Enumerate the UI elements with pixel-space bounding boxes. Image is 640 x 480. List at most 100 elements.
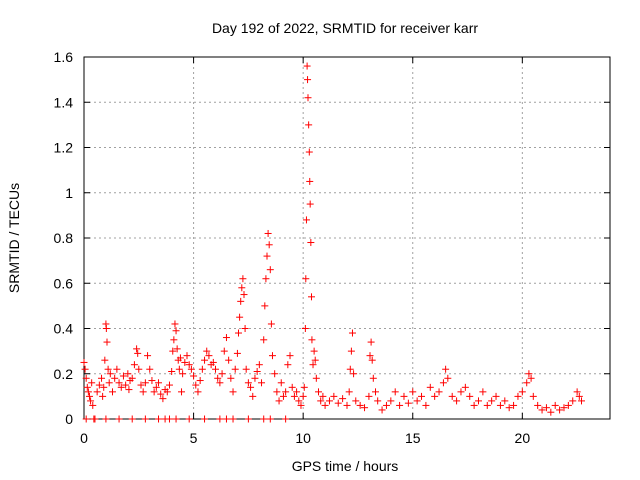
data-point bbox=[330, 392, 338, 400]
data-point bbox=[247, 383, 255, 391]
data-point bbox=[518, 388, 526, 396]
y-tick-label: 0 bbox=[65, 411, 73, 427]
data-point bbox=[308, 336, 316, 344]
x-tick-label: 0 bbox=[80, 430, 88, 446]
data-point bbox=[265, 241, 273, 249]
data-point bbox=[201, 415, 209, 423]
data-point bbox=[569, 397, 577, 405]
data-point bbox=[175, 365, 183, 373]
data-point bbox=[361, 404, 369, 412]
data-point bbox=[479, 388, 487, 396]
data-point bbox=[347, 347, 355, 355]
grid-layer bbox=[84, 57, 610, 419]
data-markers bbox=[80, 62, 586, 423]
data-point bbox=[146, 365, 154, 373]
x-tick-label: 15 bbox=[405, 430, 421, 446]
data-point bbox=[366, 352, 374, 360]
data-point bbox=[439, 379, 447, 387]
data-point bbox=[523, 379, 531, 387]
data-point bbox=[470, 401, 478, 409]
data-point bbox=[130, 361, 138, 369]
y-tick-label: 0.4 bbox=[54, 321, 74, 337]
data-point bbox=[222, 334, 230, 342]
data-point bbox=[239, 275, 247, 283]
data-point bbox=[374, 397, 382, 405]
data-point bbox=[431, 392, 439, 400]
data-point bbox=[391, 388, 399, 396]
data-point bbox=[181, 358, 189, 366]
data-point bbox=[251, 374, 259, 382]
data-point bbox=[128, 374, 136, 382]
data-point bbox=[102, 325, 110, 332]
data-point bbox=[244, 379, 252, 387]
data-point bbox=[352, 397, 360, 405]
data-point bbox=[237, 297, 245, 305]
data-point bbox=[299, 392, 307, 400]
data-point bbox=[260, 415, 268, 423]
data-point bbox=[165, 415, 173, 423]
y-tick-label: 0.8 bbox=[54, 230, 74, 246]
data-point bbox=[413, 397, 421, 405]
data-point bbox=[551, 401, 559, 409]
data-point bbox=[302, 216, 310, 224]
data-point bbox=[178, 388, 186, 396]
data-point bbox=[101, 356, 109, 364]
data-point bbox=[216, 415, 224, 423]
data-point bbox=[128, 415, 136, 423]
data-point bbox=[165, 381, 173, 389]
data-point bbox=[125, 386, 133, 394]
data-point bbox=[435, 388, 443, 396]
data-point bbox=[98, 374, 106, 382]
data-point bbox=[203, 347, 211, 355]
plot-frame bbox=[83, 56, 611, 420]
data-point bbox=[231, 365, 239, 373]
data-point bbox=[117, 383, 125, 391]
data-point bbox=[371, 388, 379, 396]
data-point bbox=[267, 320, 275, 328]
data-point bbox=[306, 177, 314, 185]
tick-layer: 0 5 10 15 20 0 0.2 0.4 0.6 0.8 1 1.2 1.4 1.6 bbox=[54, 49, 610, 446]
data-point bbox=[387, 397, 395, 405]
data-point bbox=[282, 388, 290, 396]
data-point bbox=[263, 252, 271, 260]
data-point bbox=[578, 397, 586, 405]
data-point bbox=[135, 365, 143, 373]
data-point bbox=[461, 383, 469, 391]
data-point bbox=[404, 399, 412, 407]
data-point bbox=[172, 327, 180, 335]
data-point bbox=[225, 356, 233, 364]
data-point bbox=[295, 397, 303, 405]
data-point bbox=[229, 388, 237, 396]
x-tick-label: 20 bbox=[515, 430, 531, 446]
data-point bbox=[311, 356, 319, 364]
data-point bbox=[155, 415, 163, 423]
data-point bbox=[275, 397, 283, 405]
data-point bbox=[82, 415, 90, 423]
data-point bbox=[190, 372, 198, 380]
data-point bbox=[196, 377, 204, 385]
data-point bbox=[185, 361, 193, 369]
data-point bbox=[288, 383, 296, 391]
data-point bbox=[90, 415, 98, 423]
data-point bbox=[163, 388, 171, 396]
data-point bbox=[137, 381, 145, 389]
data-point bbox=[179, 370, 187, 378]
data-point bbox=[317, 397, 325, 405]
data-point bbox=[369, 374, 377, 382]
data-point bbox=[534, 401, 542, 409]
data-point bbox=[108, 388, 116, 396]
data-point bbox=[396, 401, 404, 409]
data-point bbox=[321, 401, 329, 409]
data-point bbox=[505, 404, 513, 412]
data-point bbox=[218, 370, 226, 378]
data-point bbox=[104, 365, 112, 373]
data-point bbox=[343, 401, 351, 409]
data-point bbox=[268, 352, 276, 360]
data-point bbox=[448, 392, 456, 400]
data-point bbox=[170, 336, 178, 344]
x-tick-label: 10 bbox=[295, 430, 311, 446]
data-point bbox=[496, 401, 504, 409]
data-point bbox=[157, 390, 165, 398]
data-point bbox=[192, 381, 200, 389]
data-point bbox=[501, 397, 509, 405]
